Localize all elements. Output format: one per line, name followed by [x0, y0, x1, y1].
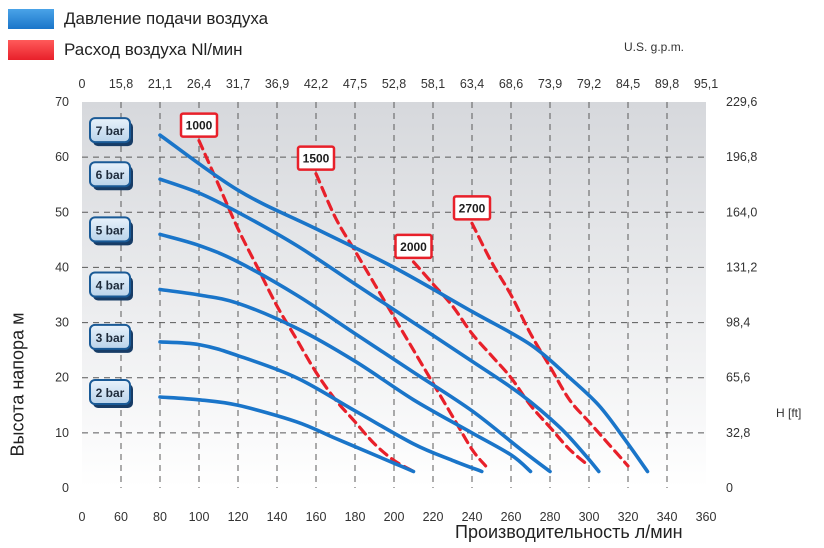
top-tick-label: 0	[79, 77, 86, 91]
badge-face	[89, 379, 131, 406]
airflow-label-text: 2000	[400, 240, 427, 254]
badge-text: 2 bar	[96, 386, 125, 400]
top-tick-label: 84,5	[616, 77, 640, 91]
x-tick-label: 360	[696, 510, 717, 524]
top-tick-label: 52,8	[382, 77, 406, 91]
right-tick-label: 131,2	[726, 260, 757, 274]
airflow-label-2000: 2000	[394, 233, 433, 260]
badge-text: 5 bar	[96, 223, 125, 237]
top-tick-label: 95,1	[694, 77, 718, 91]
pressure-badge-4bar: 4 bar	[89, 271, 133, 301]
y-tick-label: 10	[55, 426, 69, 440]
airflow-label-text: 1500	[303, 152, 330, 166]
x-tick-label: 60	[114, 510, 128, 524]
x-tick-label: 220	[423, 510, 444, 524]
top-tick-label: 58,1	[421, 77, 445, 91]
right-axis-unit: H [ft]	[776, 406, 802, 420]
badge-face	[89, 117, 131, 144]
badge-face	[89, 216, 131, 243]
x-tick-label: 180	[345, 510, 366, 524]
top-tick-label: 47,5	[343, 77, 367, 91]
badge-face	[89, 161, 131, 188]
x-tick-label: 340	[657, 510, 678, 524]
x-axis-title: Производительность л/мин	[455, 522, 683, 542]
top-tick-label: 89,8	[655, 77, 679, 91]
airflow-label-box	[179, 112, 219, 138]
right-tick-label: 164,0	[726, 205, 757, 219]
right-tick-label: 65,6	[726, 371, 750, 385]
x-tick-label: 260	[501, 510, 522, 524]
y-tick-label: 40	[55, 260, 69, 274]
pressure-badge-5bar: 5 bar	[89, 216, 133, 246]
y-tick-label: 20	[55, 371, 69, 385]
x-tick-label: 320	[618, 510, 639, 524]
y-tick-label: 70	[55, 95, 69, 109]
airflow-line-2700	[470, 221, 630, 468]
top-tick-label: 31,7	[226, 77, 250, 91]
top-tick-label: 15,8	[109, 77, 133, 91]
pressure-badge-7bar: 7 bar	[89, 117, 133, 147]
airflow-label-1500: 1500	[296, 145, 336, 171]
y-tick-label: 30	[55, 316, 69, 330]
pressure-line-6bar	[158, 177, 601, 474]
pressure-line-4bar	[158, 287, 533, 474]
badge-face	[89, 323, 131, 350]
y-tick-label: 0	[62, 481, 69, 495]
x-tick-label: 300	[579, 510, 600, 524]
y-tick-label: 50	[55, 205, 69, 219]
top-tick-label: 73,9	[538, 77, 562, 91]
airflow-label-text: 1000	[186, 119, 213, 133]
pressure-badge-6bar: 6 bar	[89, 161, 133, 191]
badge-text: 3 bar	[96, 331, 125, 345]
pressure-line-5bar	[158, 232, 552, 474]
right-tick-label: 0	[726, 481, 733, 495]
x-tick-label: 200	[384, 510, 405, 524]
airflow-label-box	[452, 195, 492, 221]
x-tick-label: 160	[306, 510, 327, 524]
legend-airflow-label: Расход воздуха Nl/мин	[64, 40, 243, 59]
x-tick-label: 280	[540, 510, 561, 524]
top-tick-label: 42,2	[304, 77, 328, 91]
legend-airflow-swatch	[8, 40, 54, 60]
pressure-badge-2bar: 2 bar	[89, 379, 133, 409]
top-tick-label: 79,2	[577, 77, 601, 91]
airflow-label-box	[296, 145, 336, 171]
airflow-line-1000	[197, 139, 416, 474]
top-tick-label: 21,1	[148, 77, 172, 91]
x-tick-label: 100	[189, 510, 210, 524]
x-tick-label: 0	[79, 510, 86, 524]
top-axis-unit: U.S. g.p.m.	[624, 40, 685, 54]
badge-text: 4 bar	[96, 278, 125, 292]
right-tick-label: 98,4	[726, 316, 750, 330]
y-tick-label: 60	[55, 150, 69, 164]
top-tick-label: 36,9	[265, 77, 289, 91]
right-tick-label: 32,8	[726, 426, 750, 440]
badge-face	[89, 271, 131, 298]
airflow-label-box	[394, 233, 433, 260]
x-tick-label: 240	[462, 510, 483, 524]
top-tick-label: 68,6	[499, 77, 523, 91]
legend-pressure-label: Давление подачи воздуха	[64, 9, 269, 28]
x-tick-label: 80	[153, 510, 167, 524]
pressure-badge-3bar: 3 bar	[89, 323, 133, 353]
pressure-line-7bar	[158, 133, 650, 474]
airflow-label-text: 2700	[459, 201, 486, 215]
legend-pressure: Давление подачи воздуха	[8, 9, 268, 29]
right-tick-label: 229,6	[726, 95, 757, 109]
badge-text: 7 bar	[96, 124, 125, 138]
x-tick-label: 120	[228, 510, 249, 524]
right-tick-label: 196,8	[726, 150, 757, 164]
legend-pressure-swatch	[8, 9, 54, 29]
x-tick-label: 140	[267, 510, 288, 524]
badge-text: 6 bar	[96, 168, 125, 182]
pressure-line-2bar	[158, 395, 416, 474]
legend-airflow: Расход воздуха Nl/мин	[8, 40, 243, 60]
airflow-label-1000: 1000	[179, 112, 219, 138]
airflow-line-1500	[314, 172, 488, 468]
top-tick-label: 63,4	[460, 77, 484, 91]
airflow-label-2700: 2700	[452, 195, 492, 221]
top-tick-label: 26,4	[187, 77, 211, 91]
pressure-line-3bar	[158, 340, 484, 474]
